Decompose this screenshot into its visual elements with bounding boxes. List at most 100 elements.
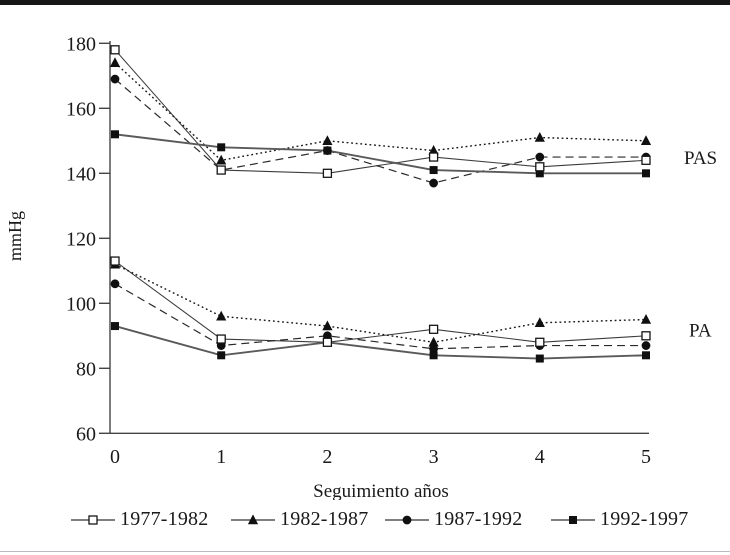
data-point-marker [110,279,120,289]
legend-item-1982-1987: 1982-1987 [230,508,368,531]
data-point-marker [322,320,333,331]
data-point-marker [322,168,333,178]
data-point-marker [641,331,651,341]
series-line [114,260,647,343]
data-point-marker [640,313,652,324]
data-point-marker [534,317,545,327]
group-label-PAS: PAS [684,148,717,169]
data-point-marker [322,337,333,347]
data-point-marker [534,131,545,142]
data-point-marker [216,154,227,165]
data-point-marker [642,169,650,178]
series-markers-PA-1982-1987 [109,258,652,347]
data-point-marker [110,45,120,55]
x-tick-label: 1 [216,446,226,468]
data-point-marker [109,57,121,67]
axes [109,41,649,434]
chart-svg: Seguimiento años mmHg 180160140120100806… [5,33,717,500]
data-point-marker [428,324,439,334]
data-point-marker [429,351,438,360]
series-PA-1977-1982 [114,260,647,343]
y-tick-label: 140 [66,163,96,185]
bottom-border-rule [0,551,730,552]
legend-label: 1992-1997 [600,508,689,530]
filled-square-marker-icon [551,515,595,524]
series-markers-PAS-1977-1982 [110,45,651,178]
series-line [114,62,647,162]
group-label-PA: PA [689,320,712,341]
legend-label: 1987-1992 [434,508,523,530]
series-markers-PA-1987-1992 [110,279,651,354]
data-point-marker [428,152,439,162]
data-point-marker [642,351,650,360]
series-PAS-1982-1987 [114,62,647,162]
legend-item-1987-1992: 1987-1992 [384,508,522,531]
series-PA-1992-1997 [114,325,647,360]
data-point-marker [111,322,119,331]
series-line [114,49,647,174]
legend: 1977-1982 1982-1987 1987-1992 1992-1997 [0,503,730,543]
series-PAS-1977-1982 [114,49,647,174]
y-tick-label: 60 [76,423,96,445]
data-point-marker [429,344,438,354]
y-tick-label: 160 [66,98,96,120]
data-point-marker [402,515,412,524]
legend-label: 1982-1987 [280,508,369,530]
series-markers-PA-1992-1997 [111,322,650,363]
series-line [114,133,646,175]
x-tick-label: 0 [110,446,120,468]
plot-area: 180 160 140 120 100 80 60 0 1 2 3 4 5 PAS PA [66,33,717,468]
data-point-marker [569,515,577,524]
y-axis-title: mmHg [5,211,25,261]
x-tick-label: 2 [322,446,332,468]
data-point-marker [535,162,545,172]
data-point-marker [535,152,545,162]
x-tick-label: 4 [535,446,545,468]
open-square-marker-icon [71,514,115,525]
x-axis-title: Seguimiento años [313,481,449,500]
data-point-marker [428,336,439,347]
data-point-marker [535,354,544,363]
data-point-marker [216,165,226,175]
series-PA-1987-1992 [114,283,646,350]
series-line [114,78,646,184]
data-point-marker [110,256,120,266]
data-point-marker [217,143,226,152]
data-point-marker [216,310,227,321]
data-point-marker [641,155,651,165]
data-point-marker [217,351,226,360]
series-PAS-1992-1997 [114,133,646,175]
legend-label: 1977-1982 [120,508,209,530]
series-markers-PAS-1987-1992 [110,74,651,188]
series-line [114,283,646,350]
y-tick-label: 120 [66,228,96,250]
series-markers-PAS-1982-1987 [109,57,652,165]
y-tick-label: 100 [66,293,96,315]
filled-triangle-marker-icon [231,513,275,524]
y-tick-label: 80 [76,358,96,380]
y-tick-label: 180 [66,33,96,55]
data-point-marker [429,166,438,175]
legend-item-1977-1982: 1977-1982 [70,508,208,531]
series-line [114,325,647,360]
x-tick-label: 5 [641,446,651,468]
legend-item-1992-1997: 1992-1997 [550,508,688,531]
filled-circle-marker-icon [385,515,429,524]
data-point-marker [535,169,544,178]
data-point-marker [428,144,439,155]
data-point-marker [88,514,98,525]
data-point-marker [111,130,119,139]
series-PAS-1987-1992 [114,78,646,184]
data-point-marker [323,146,332,155]
data-point-marker [247,513,259,524]
series-markers-PA-1977-1982 [110,256,651,347]
data-point-marker [429,178,438,188]
data-point-marker [110,74,120,84]
data-point-marker [641,341,651,350]
top-border-rule [0,0,730,5]
x-tick-label: 3 [429,446,439,468]
data-point-marker [322,135,333,145]
data-point-marker [535,337,545,347]
data-point-marker [640,135,652,145]
